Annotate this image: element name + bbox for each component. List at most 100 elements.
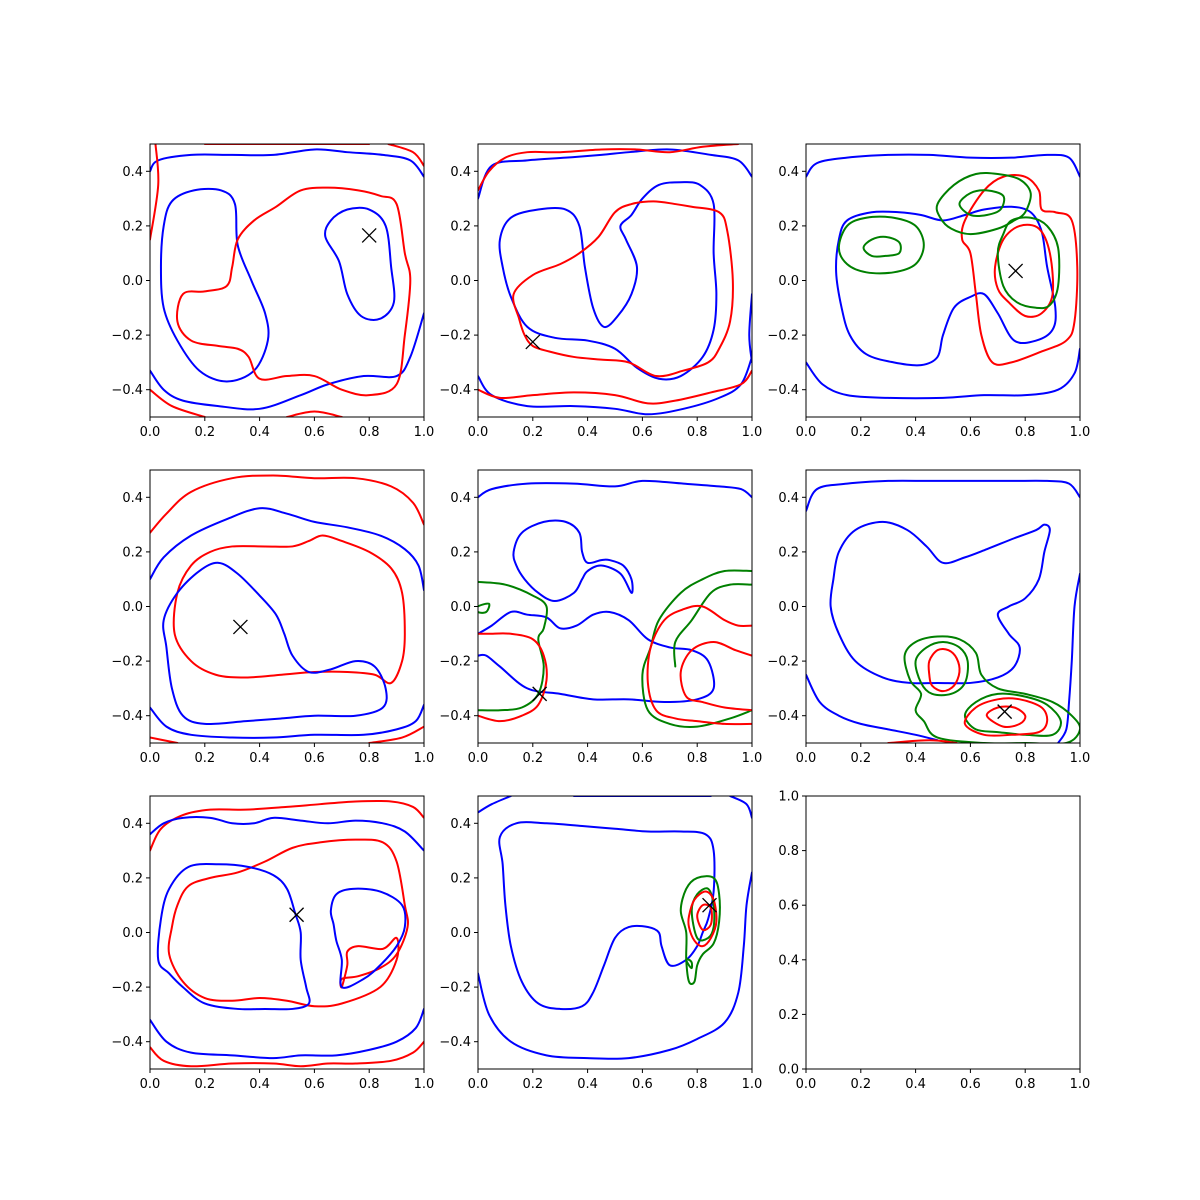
- x-tick-label: 0.4: [249, 751, 270, 766]
- axes-frame: [149, 795, 425, 1070]
- blue-contour-line: [156, 863, 311, 1011]
- y-tick-label: 0.0: [450, 926, 471, 941]
- red-contour-line: [150, 1040, 424, 1068]
- x-tick-label: 0.8: [359, 425, 380, 440]
- red-contour-line: [687, 890, 718, 948]
- blue-contour-line: [478, 871, 752, 1060]
- y-tick-label: −0.4: [439, 709, 471, 724]
- blue-contour-line: [478, 610, 716, 704]
- x-tick-label: 0.8: [359, 751, 380, 766]
- x-tick-label: 0.2: [850, 1077, 871, 1092]
- red-contour-line: [368, 725, 424, 743]
- red-contour-line: [286, 410, 343, 417]
- blue-contour-line: [512, 519, 634, 603]
- x-marker: [1008, 263, 1024, 279]
- x-tick-label: 0.0: [140, 751, 161, 766]
- x-tick-label: 1.0: [414, 425, 435, 440]
- y-tick-label: 0.2: [450, 219, 471, 234]
- x-tick-label: 0.8: [1015, 1077, 1036, 1092]
- red-contour-line: [963, 697, 1049, 737]
- y-tick-label: 0.4: [778, 165, 799, 180]
- red-contour-line: [887, 739, 958, 743]
- x-tick-label: 0.0: [140, 1077, 161, 1092]
- y-tick-label: 0.4: [450, 165, 471, 180]
- y-tick-label: −0.2: [767, 329, 799, 344]
- x-tick-label: 0.8: [687, 751, 708, 766]
- red-contour-line: [150, 474, 424, 534]
- red-contour-line: [985, 705, 1027, 729]
- blue-contour-line: [806, 347, 1080, 400]
- x-tick-label: 0.6: [960, 425, 981, 440]
- y-tick-label: 0.4: [122, 817, 143, 832]
- blue-contour-line: [324, 206, 396, 321]
- x-marker: [525, 334, 541, 350]
- y-tick-label: 0.6: [778, 899, 799, 914]
- x-tick-label: 0.6: [960, 1077, 981, 1092]
- blue-contour-line: [478, 355, 752, 416]
- subplot-1: 0.0 0.2 0.4 0.6 0.8 1.0 0.4 0.2 0.0 −0.2 −0.4: [111, 143, 435, 440]
- marker-stroke: [702, 897, 717, 913]
- red-contour-line: [478, 369, 752, 405]
- x-tick-label: 0.4: [249, 1077, 270, 1092]
- marker-stroke: [997, 704, 1013, 720]
- y-tick-label: 0.2: [778, 1008, 799, 1023]
- x-tick-label: 0.2: [850, 751, 871, 766]
- blue-contour-line: [150, 1007, 424, 1060]
- y-tick-label: 0.4: [778, 491, 799, 506]
- x-marker: [997, 704, 1013, 720]
- red-contour-line: [696, 903, 713, 932]
- green-contour-line: [837, 215, 925, 275]
- subplot-7: 0.0 0.2 0.4 0.6 0.8 1.0 0.4 0.2 0.0 −0.2 −0.4: [111, 795, 434, 1092]
- y-tick-label: −0.4: [111, 1035, 143, 1050]
- blue-contour-line: [498, 181, 718, 381]
- axes-frame: [477, 143, 753, 418]
- x-marker: [361, 227, 377, 243]
- marker-stroke: [289, 907, 305, 923]
- green-contour-line: [903, 635, 1080, 743]
- blue-contour-line: [150, 148, 424, 178]
- red-contour-line: [993, 223, 1055, 318]
- blue-contour-line: [150, 312, 424, 411]
- blue-contour-line: [829, 520, 1051, 685]
- y-tick-label: 0.2: [450, 871, 471, 886]
- axes-frame: [805, 469, 1081, 744]
- red-contour-line: [512, 200, 734, 378]
- x-tick-label: 1.0: [1070, 425, 1091, 440]
- x-tick-label: 0.2: [194, 1077, 215, 1092]
- blue-contour-line: [478, 796, 512, 814]
- blue-contour-line: [150, 703, 424, 739]
- x-tick-label: 0.6: [960, 751, 981, 766]
- x-tick-label: 1.0: [742, 751, 763, 766]
- green-contour-line: [935, 171, 1032, 236]
- blue-contour-line: [150, 816, 424, 852]
- blue-contour-line: [498, 821, 716, 1011]
- y-tick-label: 0.2: [450, 545, 471, 560]
- marker-stroke: [232, 619, 248, 635]
- x-tick-label: 0.2: [522, 751, 543, 766]
- blue-contour-line: [159, 187, 270, 383]
- x-tick-label: 0.6: [632, 425, 653, 440]
- y-tick-label: −0.4: [767, 383, 799, 398]
- x-tick-label: 0.4: [577, 1077, 598, 1092]
- y-tick-label: 0.8: [778, 844, 799, 859]
- y-tick-label: 0.4: [778, 953, 799, 968]
- x-tick-label: 1.0: [414, 751, 435, 766]
- x-tick-label: 0.2: [194, 425, 215, 440]
- green-contour-line: [996, 216, 1061, 310]
- subplot-5: 0.0 0.2 0.4 0.6 0.8 1.0 0.4 0.2 0.0 −0.2 −0.4: [439, 469, 763, 766]
- green-contour-line: [914, 640, 970, 697]
- y-tick-label: 0.0: [778, 600, 799, 615]
- x-tick-label: 1.0: [742, 425, 763, 440]
- y-tick-label: −0.2: [111, 655, 143, 670]
- y-tick-label: −0.2: [439, 655, 471, 670]
- x-tick-label: 0.6: [632, 751, 653, 766]
- green-contour-line: [862, 235, 902, 258]
- marker-stroke: [1008, 263, 1024, 279]
- x-tick-label: 0.4: [577, 751, 598, 766]
- blue-contour-line: [806, 153, 1080, 178]
- y-tick-label: −0.2: [439, 329, 471, 344]
- x-marker: [232, 619, 248, 635]
- subplot-4: 0.0 0.2 0.4 0.6 0.8 1.0 0.4 0.2 0.0 −0.2 −0.4: [111, 469, 435, 766]
- x-tick-label: 0.0: [796, 1077, 817, 1092]
